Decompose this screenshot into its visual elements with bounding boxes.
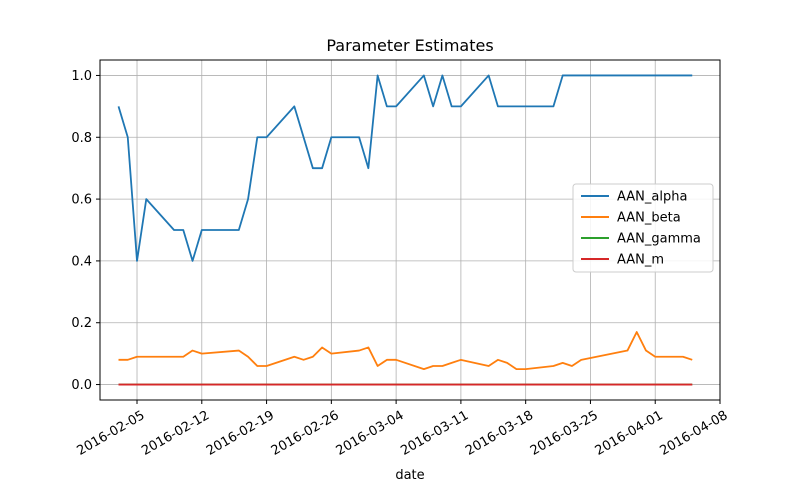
- y-tick-label: 0.6: [71, 193, 92, 208]
- legend-label: AAN_m: [617, 253, 664, 268]
- series-line-aan-alpha: [117, 74, 693, 262]
- series-lines: [117, 74, 693, 386]
- y-tick-label: 1.0: [71, 69, 92, 84]
- legend-label: AAN_gamma: [617, 232, 701, 247]
- plot-frame: [99, 59, 721, 401]
- x-axis-label: date: [395, 468, 424, 483]
- y-tick-label: 0.2: [71, 316, 92, 331]
- legend-label: AAN_alpha: [617, 190, 687, 205]
- series-line-aan-beta: [118, 331, 693, 370]
- legend-label: AAN_beta: [617, 211, 681, 226]
- legend-box: [572, 183, 714, 273]
- y-tick-label: 0.0: [71, 378, 92, 393]
- y-tick-label: 0.4: [71, 254, 92, 269]
- chart-title: Parameter Estimates: [326, 36, 493, 55]
- legend: AAN_alpha AAN_beta AAN_gamma AAN_m: [572, 183, 714, 273]
- y-tick-label: 0.8: [71, 131, 92, 146]
